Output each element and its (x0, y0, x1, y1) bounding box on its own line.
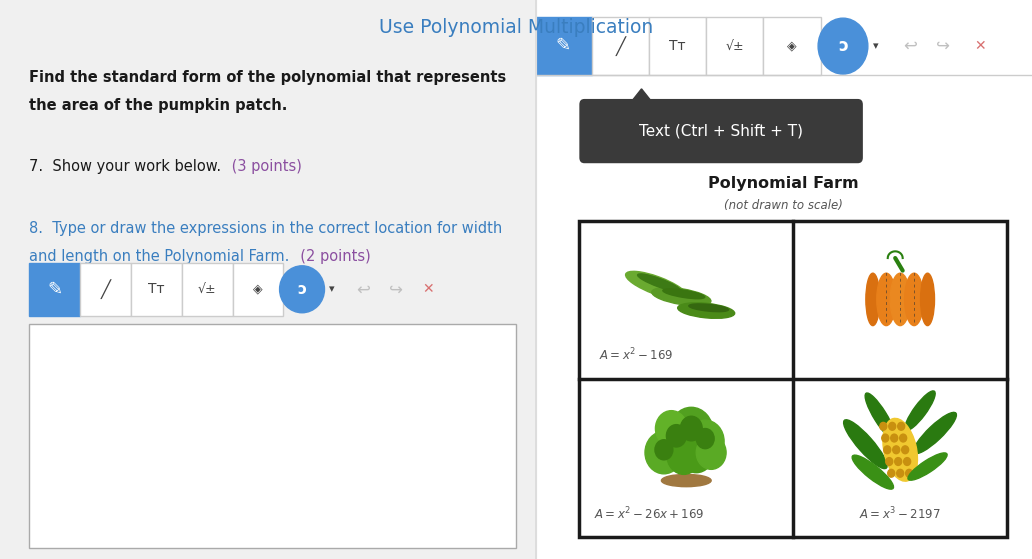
Ellipse shape (866, 273, 880, 325)
Text: ↪: ↪ (389, 280, 402, 299)
Circle shape (667, 425, 686, 447)
Text: and length on the Polynomial Farm.: and length on the Polynomial Farm. (29, 249, 290, 264)
Circle shape (280, 266, 324, 313)
FancyBboxPatch shape (80, 263, 131, 316)
FancyBboxPatch shape (535, 17, 591, 75)
Text: ↄ: ↄ (297, 282, 307, 297)
Circle shape (818, 18, 868, 74)
Ellipse shape (905, 391, 935, 430)
Circle shape (881, 434, 889, 442)
Text: ╱: ╱ (615, 36, 625, 56)
Circle shape (904, 458, 910, 466)
Text: ▾: ▾ (872, 41, 878, 51)
FancyBboxPatch shape (535, 75, 1032, 559)
Ellipse shape (688, 304, 729, 312)
Circle shape (680, 416, 702, 441)
Text: ▾: ▾ (328, 285, 334, 294)
FancyBboxPatch shape (579, 221, 1007, 537)
Circle shape (900, 434, 907, 442)
Text: ✎: ✎ (47, 280, 62, 299)
Circle shape (888, 470, 895, 477)
Text: Polynomial Farm: Polynomial Farm (708, 176, 859, 191)
Ellipse shape (877, 273, 896, 325)
Text: 7.  Show your work below.: 7. Show your work below. (29, 159, 222, 174)
Text: ↄ: ↄ (838, 37, 848, 55)
Text: $A = x^2 - 169$: $A = x^2 - 169$ (600, 347, 674, 363)
Ellipse shape (843, 420, 888, 468)
Text: ↪: ↪ (936, 37, 949, 55)
Circle shape (885, 458, 893, 466)
Ellipse shape (662, 475, 711, 487)
Circle shape (670, 408, 713, 457)
Circle shape (898, 423, 905, 430)
Text: √±: √± (198, 283, 217, 296)
Circle shape (655, 440, 673, 460)
FancyBboxPatch shape (29, 324, 516, 548)
Text: (3 points): (3 points) (227, 159, 302, 174)
Circle shape (897, 470, 904, 477)
Ellipse shape (913, 413, 957, 454)
FancyBboxPatch shape (182, 263, 232, 316)
FancyBboxPatch shape (764, 17, 820, 75)
Ellipse shape (908, 453, 947, 480)
Ellipse shape (921, 273, 935, 325)
Ellipse shape (663, 289, 705, 299)
FancyBboxPatch shape (131, 263, 182, 316)
Text: ◈: ◈ (787, 40, 797, 53)
Text: (not drawn to scale): (not drawn to scale) (723, 199, 843, 212)
Circle shape (655, 411, 687, 447)
Circle shape (678, 433, 714, 473)
Text: Tт: Tт (149, 282, 165, 296)
Text: Tт: Tт (670, 39, 686, 53)
Circle shape (667, 437, 701, 475)
Ellipse shape (883, 418, 917, 481)
Text: Find the standard form of the polynomial that represents: Find the standard form of the polynomial… (29, 70, 507, 85)
Text: ✎: ✎ (555, 37, 571, 55)
Text: (2 points): (2 points) (291, 249, 372, 264)
Ellipse shape (652, 287, 711, 306)
Text: ◈: ◈ (253, 283, 263, 296)
Circle shape (902, 446, 908, 454)
Polygon shape (630, 89, 654, 105)
Text: Use Polynomial Multiplication: Use Polynomial Multiplication (379, 18, 653, 37)
Text: √±: √± (725, 40, 744, 53)
FancyBboxPatch shape (706, 17, 764, 75)
FancyBboxPatch shape (579, 99, 863, 163)
FancyBboxPatch shape (232, 263, 284, 316)
Circle shape (697, 436, 727, 470)
Ellipse shape (625, 271, 687, 300)
Ellipse shape (852, 455, 894, 489)
FancyBboxPatch shape (591, 17, 649, 75)
FancyBboxPatch shape (649, 17, 706, 75)
FancyBboxPatch shape (535, 0, 1032, 559)
Text: $A = x^3 - 2197$: $A = x^3 - 2197$ (860, 506, 941, 523)
Text: ↩: ↩ (903, 37, 917, 55)
Text: ✕: ✕ (422, 282, 433, 296)
Circle shape (893, 446, 900, 454)
Circle shape (645, 432, 683, 474)
Circle shape (880, 423, 886, 430)
Text: ╱: ╱ (100, 280, 110, 299)
Text: Text (Ctrl + Shift + T): Text (Ctrl + Shift + T) (639, 124, 803, 139)
Circle shape (883, 446, 891, 454)
Ellipse shape (891, 273, 910, 325)
Circle shape (895, 458, 902, 466)
Circle shape (655, 415, 698, 462)
Circle shape (686, 420, 724, 463)
Ellipse shape (905, 273, 924, 325)
Text: ✕: ✕ (974, 39, 986, 53)
Text: ↩: ↩ (357, 280, 370, 299)
Text: 8.  Type or draw the expressions in the correct location for width: 8. Type or draw the expressions in the c… (29, 221, 503, 236)
Text: the area of the pumpkin patch.: the area of the pumpkin patch. (29, 98, 288, 113)
Text: $A = x^2 - 26x + 169$: $A = x^2 - 26x + 169$ (594, 506, 705, 523)
Ellipse shape (865, 393, 896, 439)
Circle shape (889, 423, 896, 430)
FancyBboxPatch shape (29, 263, 80, 316)
Circle shape (906, 470, 912, 477)
Ellipse shape (678, 303, 735, 318)
Ellipse shape (638, 274, 680, 291)
Circle shape (697, 429, 714, 449)
Circle shape (891, 434, 898, 442)
